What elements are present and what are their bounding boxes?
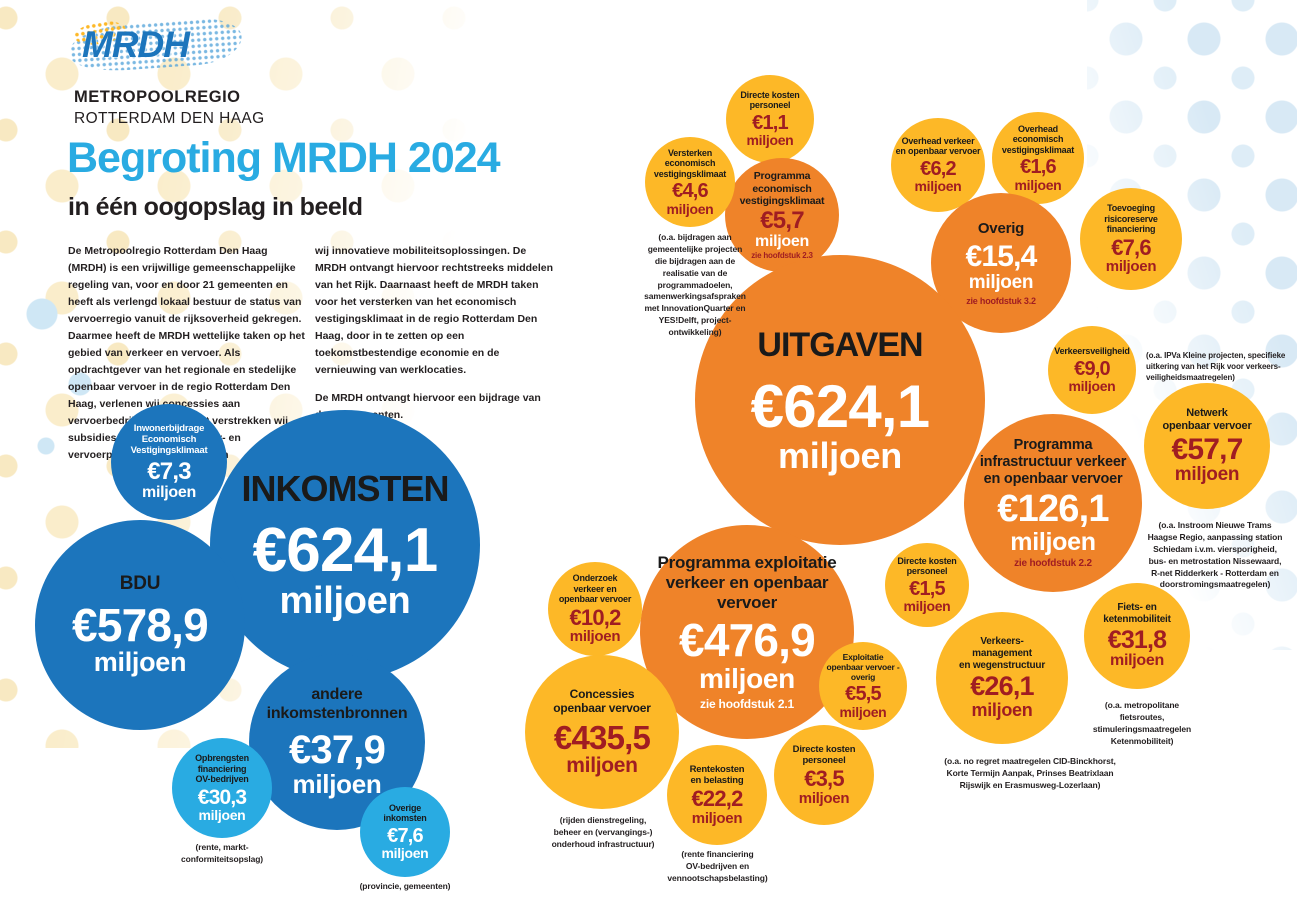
bubble-uitgaven-total: UITGAVEN €624,1 miljoen bbox=[695, 255, 985, 545]
bubble-inwonerbijdrage: Inwonerbijdrage Economisch Vestigingskli… bbox=[111, 404, 227, 520]
bubble-overige-inkomsten: Overige inkomsten €7,6 miljoen bbox=[360, 787, 450, 877]
bubble-overhead-economisch: Overhead economisch vestigingsklimaat €1… bbox=[992, 112, 1084, 204]
bubble-toevoeging-risicoreserve: Toevoeging risicoreserve financiering €7… bbox=[1080, 188, 1182, 290]
bubble-opbrengsten-financiering: Opbrengsten financiering OV-bedrijven €3… bbox=[172, 738, 272, 838]
bubble-rentekosten-en-belasting: Rentekosten en belasting €22,2 miljoen bbox=[667, 745, 767, 845]
note-netwerk: (o.a. Instroom Nieuwe Trams Haagse Regio… bbox=[1147, 520, 1283, 590]
bubble-programma-exploitatie: Programma exploitatie verkeer en openbaa… bbox=[640, 525, 854, 739]
small-blue-dots-cluster bbox=[18, 288, 108, 478]
note-fiets: (o.a. metropolitane fietsroutes, stimule… bbox=[1092, 700, 1192, 746]
intro-column-2: wij innovatieve mobiliteitsoplossingen. … bbox=[315, 243, 555, 435]
bubble-versterken-economisch: Versterken economisch vestigingsklimaat … bbox=[645, 137, 735, 227]
note-versterken: (o.a. bijdragen aan gemeentelijke projec… bbox=[644, 232, 746, 338]
bubble-directe-kosten-personeel-expl: Directe kosten personeel €3,5 miljoen bbox=[774, 725, 874, 825]
bubble-verkeersmanagement: Verkeers- management en wegenstructuur €… bbox=[936, 612, 1068, 744]
org-name-line1: METROPOOLREGIO bbox=[74, 88, 241, 106]
bubble-inkomsten-total: INKOMSTEN €624,1 miljoen bbox=[210, 410, 480, 680]
bubble-exploitatie-overig: Exploitatie openbaar vervoer - overig €5… bbox=[819, 642, 907, 730]
mrdh-logo: MRDH bbox=[68, 12, 250, 82]
page-title: Begroting MRDH 2024 bbox=[67, 134, 501, 182]
note-overige-inkomsten: (provincie, gemeenten) bbox=[359, 881, 451, 891]
note-verkeersmanagement: (o.a. no regret maatregelen CID-Binckhor… bbox=[944, 756, 1116, 790]
bubble-bdu: BDU €578,9 miljoen bbox=[35, 520, 245, 730]
bubble-onderzoek-verkeer: Onderzoek verkeer en openbaar vervoer €1… bbox=[548, 562, 642, 656]
bubble-programma-infrastructuur: Programma infrastructuur verkeer en open… bbox=[964, 414, 1142, 592]
note-concessies: (rijden dienstregeling, beheer en (verva… bbox=[551, 815, 655, 849]
note-verkeersveiligheid: (o.a. IPVa Kleine projecten, specifieke … bbox=[1146, 351, 1286, 383]
logo-brand-text: MRDH bbox=[82, 24, 190, 65]
note-opbrengsten: (rente, markt- conformiteitsopslag) bbox=[180, 842, 264, 864]
org-name-line2: ROTTERDAM DEN HAAG bbox=[74, 110, 265, 127]
note-rentekosten: (rente financiering OV-bedrijven en venn… bbox=[667, 849, 768, 883]
bubble-overhead-verkeer: Overhead verkeer en openbaar vervoer €6,… bbox=[891, 118, 985, 212]
bubble-directe-kosten-personeel-ev: Directe kosten personeel €1,1 miljoen bbox=[726, 75, 814, 163]
intro-paragraph: wij innovatieve mobiliteitsoplossingen. … bbox=[315, 245, 554, 376]
page-subtitle: in één oogopslag in beeld bbox=[68, 193, 363, 221]
bubble-directe-kosten-personeel-infra: Directe kosten personeel €1,5 miljoen bbox=[885, 543, 969, 627]
bubble-concessies-openbaar-vervoer: Concessies openbaar vervoer €435,5 miljo… bbox=[525, 655, 679, 809]
bubble-netwerk-openbaar-vervoer: Netwerk openbaar vervoer €57,7 miljoen bbox=[1144, 383, 1270, 509]
bubble-verkeersveiligheid: Verkeersveiligheid €9,0 miljoen bbox=[1048, 326, 1136, 414]
bubble-overig: Overig €15,4 miljoen zie hoofdstuk 3.2 bbox=[931, 193, 1071, 333]
bubble-fiets-en-ketenmobiliteit: Fiets- en ketenmobiliteit €31,8 miljoen bbox=[1084, 583, 1190, 689]
bubble-programma-economisch-vestigingsklimaat: Programma economisch vestigingsklimaat €… bbox=[725, 158, 839, 272]
